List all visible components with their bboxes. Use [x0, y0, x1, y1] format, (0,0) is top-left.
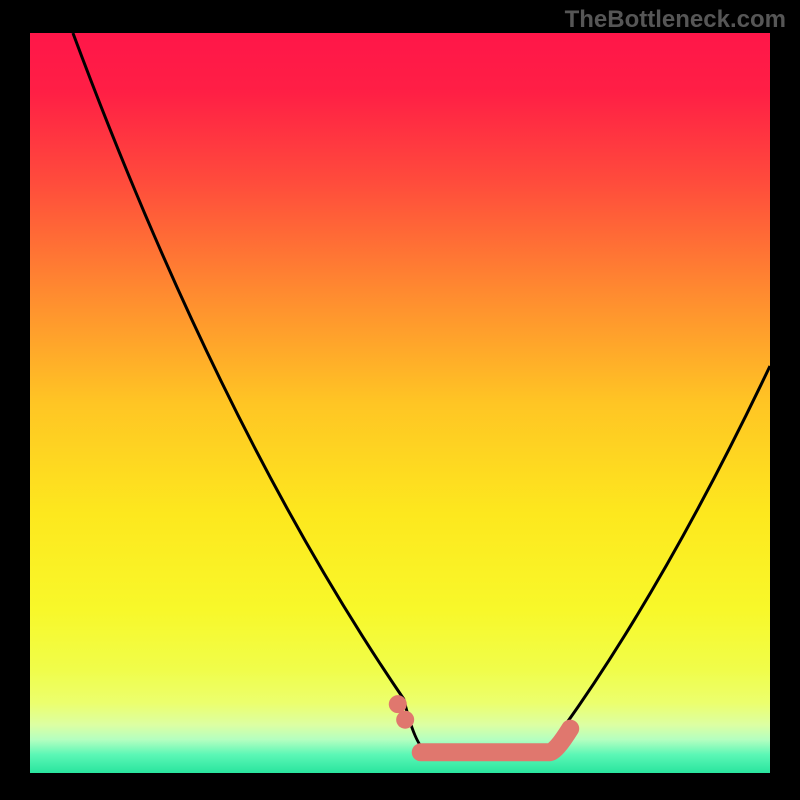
highlight-dot-lower	[396, 711, 414, 729]
chart-frame: TheBottleneck.com	[0, 0, 800, 800]
curve-layer	[30, 33, 770, 773]
watermark-text: TheBottleneck.com	[565, 6, 786, 34]
optimum-highlight	[421, 729, 570, 753]
plot-area	[30, 33, 770, 773]
bottleneck-curve	[73, 33, 770, 752]
highlight-dot-upper	[389, 695, 407, 713]
